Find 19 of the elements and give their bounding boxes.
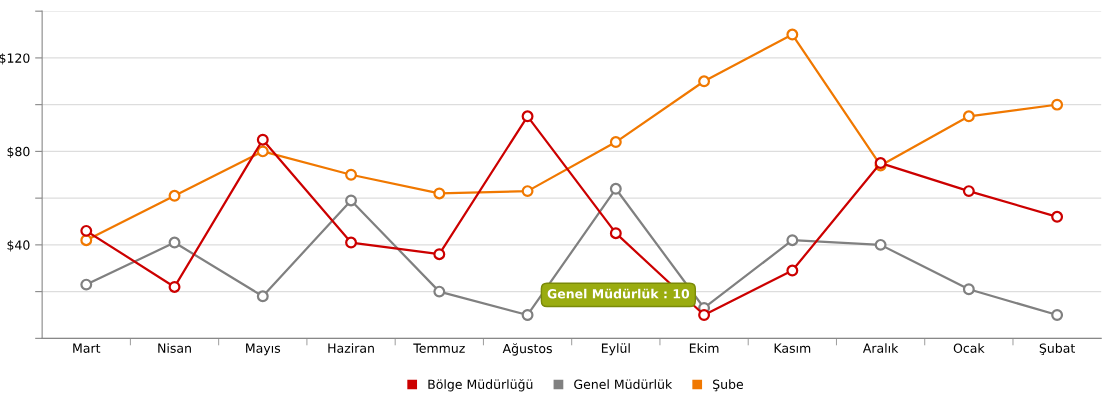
x-tick-label: Mayıs bbox=[246, 343, 281, 356]
x-tick-label: Aralık bbox=[862, 343, 899, 353]
x-tick-label: Kasım bbox=[774, 343, 811, 353]
x-tick-label: Nisan bbox=[158, 343, 191, 353]
x-tick-label: Şubat bbox=[1039, 343, 1075, 356]
x-tick-label: Eylül bbox=[601, 343, 630, 356]
y-tick-label: $120 bbox=[0, 53, 30, 65]
x-tick-label: Haziran bbox=[328, 343, 374, 353]
x-tick-label: Mart bbox=[73, 343, 101, 353]
legend-label: Genel Müdürlük bbox=[574, 379, 673, 390]
y-tick-label: $40 bbox=[7, 240, 30, 252]
legend-label: Bölge Müdürlüğü bbox=[428, 379, 533, 392]
x-tick-label: Ocak bbox=[953, 343, 985, 353]
legend-label: Şube bbox=[713, 379, 744, 392]
x-tick-label: Ağustos bbox=[502, 343, 552, 356]
annotation: Genel Müdürlük : 10 bbox=[547, 288, 690, 299]
x-tick-label: Ekim bbox=[689, 343, 719, 353]
x-tick-label: Temmuz bbox=[413, 343, 465, 353]
y-tick-label: $80 bbox=[7, 146, 30, 158]
